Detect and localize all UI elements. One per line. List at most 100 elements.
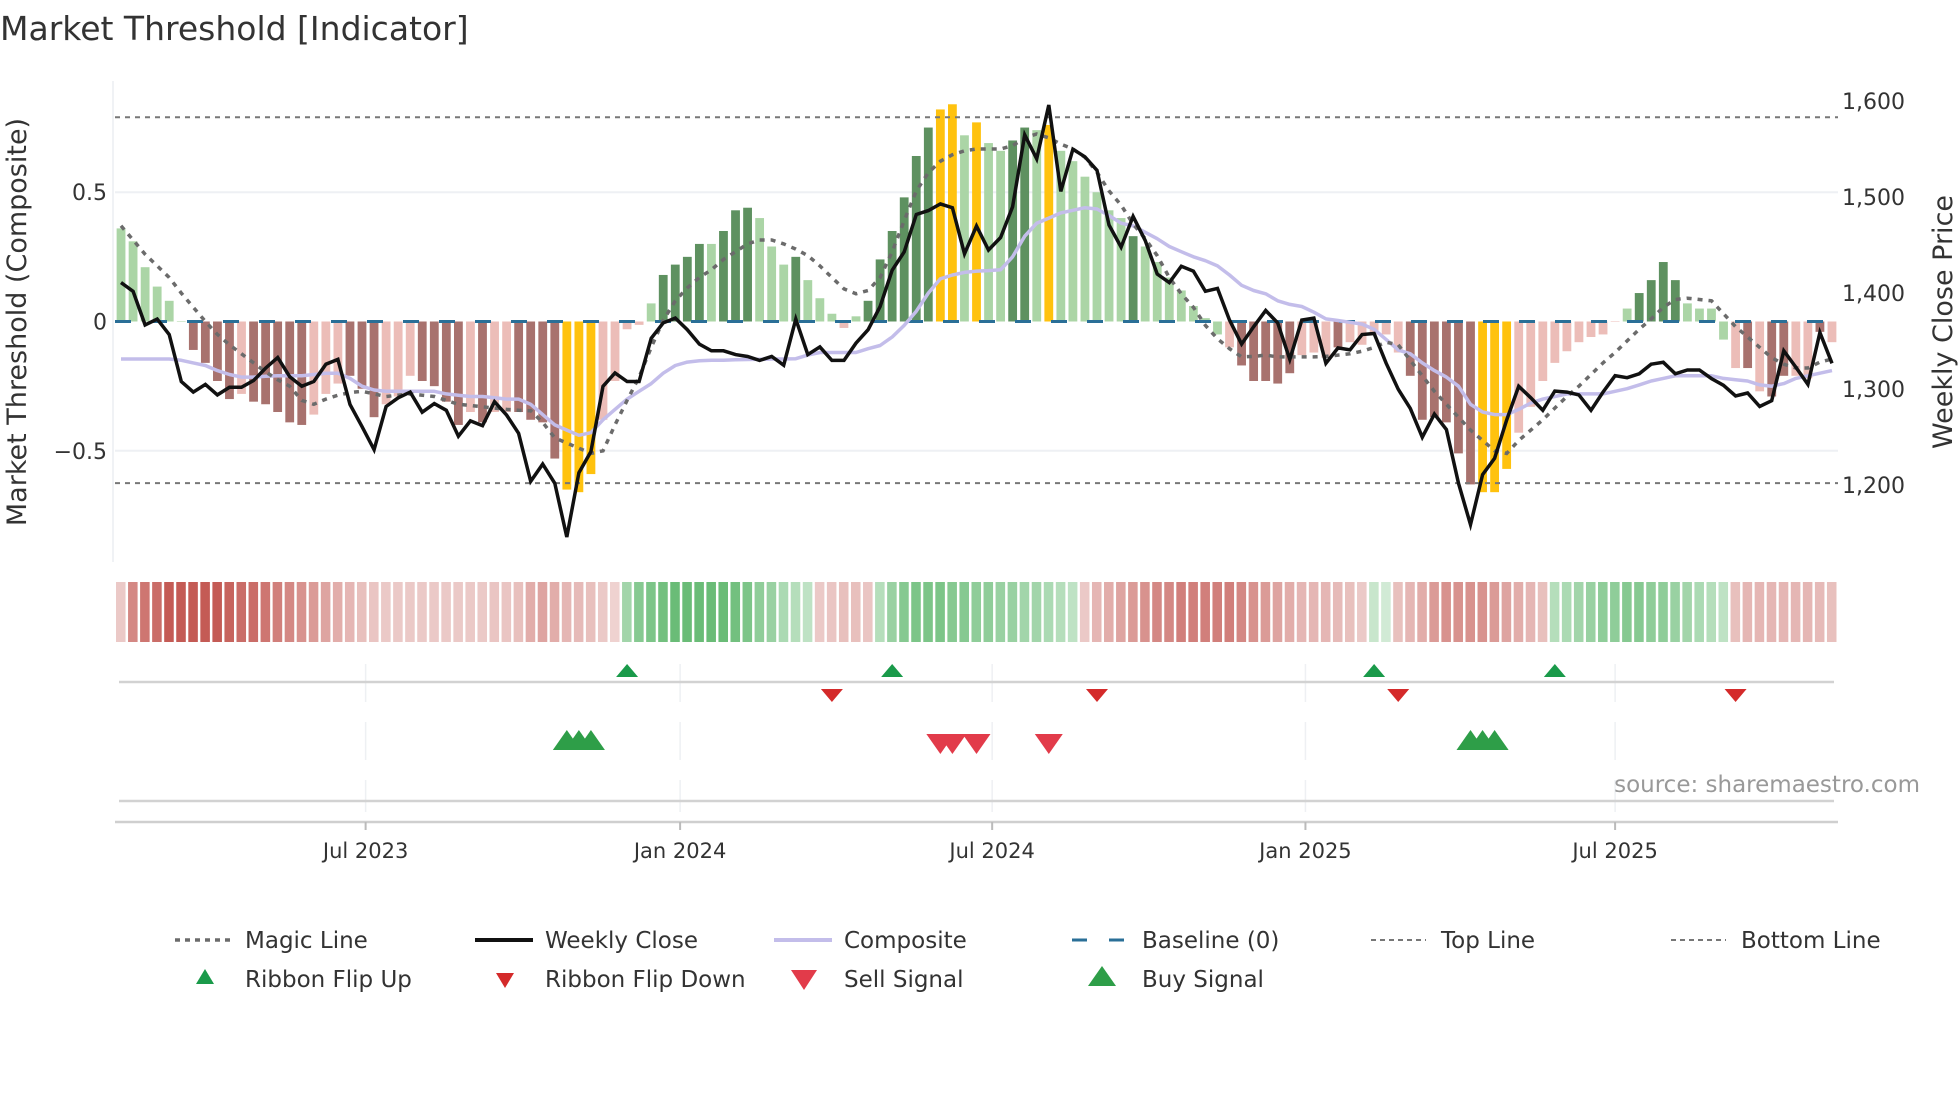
ribbon-cell: [1224, 582, 1235, 642]
ribbon-cell: [1598, 582, 1608, 642]
legend-flip-down-icon: [496, 973, 514, 988]
ribbon-cell: [670, 582, 680, 642]
composite-bar: [839, 321, 849, 328]
legend-item: Weekly Close: [475, 928, 698, 954]
composite-bar: [1188, 305, 1198, 322]
ribbon-cell: [308, 582, 319, 642]
ribbon-cell: [1537, 582, 1548, 642]
chart-title: Market Threshold [Indicator]: [0, 9, 469, 48]
composite-bar: [1550, 321, 1560, 363]
ribbon-cell: [1272, 582, 1283, 642]
legend-item: Baseline (0): [1072, 928, 1279, 954]
ribbon-cell: [332, 582, 343, 642]
ribbon-cell: [1718, 582, 1729, 642]
ribbon-cell: [1200, 582, 1210, 642]
ribbon-cell: [1585, 582, 1596, 642]
composite-bar: [1297, 321, 1307, 356]
composite-bar: [1682, 303, 1692, 322]
ribbon-cell: [634, 582, 644, 642]
ribbon-cell: [971, 582, 982, 642]
composite-bar: [1538, 321, 1548, 381]
ribbon-cell: [826, 582, 837, 642]
ribbon-cell: [1549, 582, 1560, 642]
ribbon-flip-down-marker: [820, 689, 843, 702]
ribbon-cell: [1814, 582, 1825, 642]
composite-bar: [514, 321, 524, 413]
ribbon-cell: [1405, 582, 1415, 642]
composite-bar: [1526, 321, 1536, 407]
composite-bar: [1213, 321, 1222, 335]
composite-bar: [1417, 321, 1427, 420]
composite-bar: [1791, 321, 1801, 376]
composite-bar: [562, 321, 572, 490]
ribbon-cell: [1091, 582, 1102, 642]
ribbon-cell: [405, 582, 415, 642]
ribbon-cell: [477, 582, 488, 642]
composite-bar: [466, 321, 475, 413]
ribbon-cell: [694, 582, 704, 642]
ribbon-cell: [152, 582, 162, 642]
ribbon-cell: [561, 582, 572, 642]
series-lines: [115, 104, 1838, 538]
x-tick-label: Jul 2025: [1570, 839, 1657, 863]
composite-bar: [1803, 321, 1813, 379]
composite-bar: [1610, 321, 1620, 322]
composite-bar: [731, 210, 740, 322]
ribbon-cell: [1176, 582, 1186, 642]
ribbon-cell: [164, 582, 174, 642]
ribbon-flip-up-marker: [1363, 664, 1386, 677]
composite-bar: [273, 321, 283, 413]
x-tick-label: Jan 2024: [632, 839, 727, 863]
composite-bar: [1056, 150, 1066, 322]
ribbon-cell: [597, 582, 608, 642]
ribbon-cell: [1357, 582, 1367, 642]
composite-line: [121, 205, 1833, 438]
buy-signal-marker: [1480, 730, 1509, 750]
composite-bar: [1044, 124, 1054, 322]
ribbon-cell: [1007, 582, 1018, 642]
ribbon-cell: [923, 582, 933, 642]
ribbon-cell: [453, 582, 463, 642]
ribbon-cell: [1730, 582, 1741, 642]
ribbon-cell: [887, 582, 897, 642]
ribbon-cell: [1766, 582, 1777, 642]
composite-bar: [1827, 321, 1837, 343]
ribbon-cell: [1694, 582, 1704, 642]
composite-bar: [911, 155, 921, 322]
composite-bar: [200, 321, 210, 363]
ribbon-cell: [549, 582, 560, 642]
ribbon-cell: [754, 582, 765, 642]
composite-bar: [1032, 130, 1042, 322]
composite-bar: [851, 316, 861, 322]
ribbon-cell: [1742, 582, 1753, 642]
legend-label: Weekly Close: [545, 928, 698, 954]
ribbon-cell: [1381, 582, 1391, 642]
ribbon-cell: [1489, 582, 1500, 642]
y2-tick-label: 1,300: [1842, 378, 1905, 403]
ribbon-cell: [381, 582, 391, 642]
ribbon-cell: [344, 582, 355, 642]
composite-bar: [1345, 321, 1355, 343]
ribbon-cell: [224, 582, 234, 642]
ribbon-cell: [875, 582, 885, 642]
composite-bar: [1080, 176, 1090, 322]
ribbon-cell: [272, 582, 283, 642]
legend-item: Sell Signal: [791, 967, 964, 993]
composite-bar: [441, 321, 451, 402]
ribbon-cell: [212, 582, 222, 642]
y2-tick-label: 1,200: [1842, 474, 1905, 499]
composite-bar: [1707, 308, 1716, 322]
composite-bar: [526, 321, 536, 420]
legend-label: Bottom Line: [1741, 928, 1881, 954]
right-axis-ticks: 1,600 1,500 1,400 1,300 1,200: [1842, 90, 1905, 499]
composite-bar: [188, 321, 198, 350]
composite-bar: [237, 321, 246, 394]
ribbon-cell: [248, 582, 259, 642]
composite-bar: [779, 264, 789, 322]
composite-bar: [285, 321, 295, 423]
right-axis-label: Weekly Close Price: [1928, 195, 1959, 449]
composite-bar: [1562, 321, 1572, 352]
composite-bar: [321, 321, 331, 394]
composite-bar: [140, 267, 150, 322]
